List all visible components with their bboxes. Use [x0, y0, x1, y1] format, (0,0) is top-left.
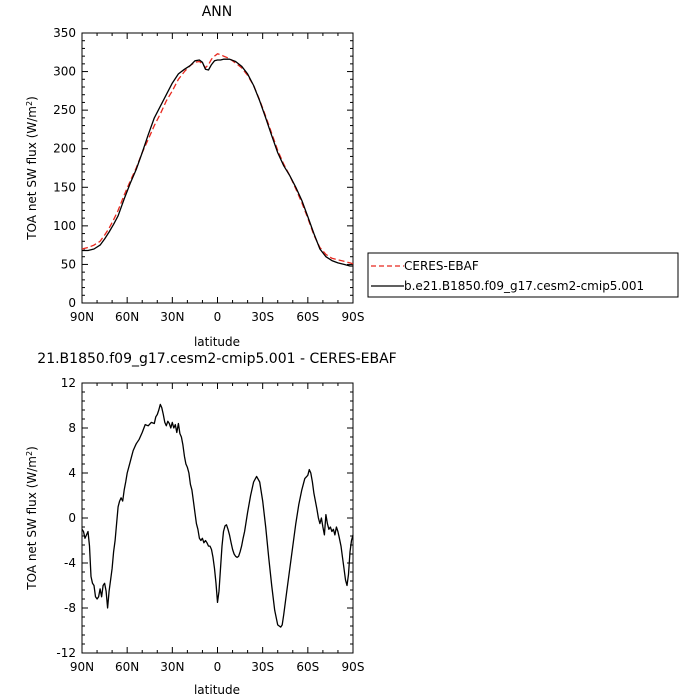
bottom-y-tick-label: 8: [68, 421, 76, 435]
top-series-line-0: [81, 53, 354, 265]
bottom-x-ticks: 90N 60N 30N 0 30S 60S 90S: [70, 383, 365, 674]
top-y-ticks: 0 50 100 150 200 250 300 350: [53, 26, 353, 310]
top-y-tick-label: 150: [53, 180, 76, 194]
top-series-group: [81, 53, 354, 267]
bottom-y-ticks: -12 -8 -4 0 4 8 12: [56, 376, 353, 660]
bottom-x-axis-label: latitude: [194, 683, 240, 697]
legend-box: [367, 252, 679, 298]
top-y-tick-label: 300: [53, 65, 76, 79]
bottom-y-tick-label: 4: [68, 466, 76, 480]
bottom-chart: 21.B1850.f09_g17.cesm2-cmip5.001 - CERES…: [25, 351, 397, 697]
bottom-y-axis-label-sup: 2: [25, 451, 34, 456]
bottom-y-tick-label: -4: [64, 556, 76, 570]
top-x-tick-label: 0: [214, 310, 222, 324]
top-y-axis-label-main: TOA net SW flux (W/m: [25, 106, 39, 241]
bottom-y-axis-label-main: TOA net SW flux (W/m: [25, 456, 39, 591]
bottom-x-tick-label: 90N: [70, 660, 94, 674]
top-y-tick-label: 200: [53, 142, 76, 156]
top-x-axis-label: latitude: [194, 335, 240, 349]
bottom-plot-frame: [81, 382, 354, 654]
bottom-y-tick-label: -8: [64, 601, 76, 615]
bottom-chart-title: 21.B1850.f09_g17.cesm2-cmip5.001 - CERES…: [37, 351, 396, 367]
top-y-tick-label: 50: [61, 257, 76, 271]
bottom-series-line-0: [81, 403, 354, 628]
bottom-x-tick-label: 0: [214, 660, 222, 674]
top-x-tick-label: 90N: [70, 310, 94, 324]
top-y-axis-label-sup: 2: [25, 101, 34, 106]
legend-label-ceres: CERES-EBAF: [404, 259, 479, 273]
top-x-tick-label: 60S: [296, 310, 319, 324]
legend: CERES-EBAF b.e21.B1850.f09_g17.cesm2-cmi…: [367, 252, 679, 298]
bottom-y-tick-label: -12: [56, 646, 76, 660]
bottom-y-axis-label: TOA net SW flux (W/m2): [25, 446, 40, 591]
top-y-tick-label: 350: [53, 26, 76, 40]
legend-label-model: b.e21.B1850.f09_g17.cesm2-cmip5.001: [404, 279, 644, 293]
top-plot-frame: [81, 32, 354, 304]
top-y-axis-label-close: ): [25, 96, 39, 101]
bottom-y-tick-label: 0: [68, 511, 76, 525]
bottom-series-group: [81, 403, 354, 628]
bottom-x-tick-label: 30N: [160, 660, 184, 674]
bottom-x-tick-label: 30S: [251, 660, 274, 674]
top-chart-title: ANN: [202, 4, 233, 20]
top-y-tick-label: 0: [68, 296, 76, 310]
top-y-axis-label: TOA net SW flux (W/m2): [25, 96, 40, 241]
bottom-y-tick-label: 12: [61, 376, 76, 390]
top-chart: ANN 0 50 100 150 200 250 300 350 90N 60N 30N 0 30S 6…: [25, 4, 679, 349]
top-x-ticks: 90N 60N 30N 0 30S 60S 90S: [70, 33, 365, 324]
top-x-tick-label: 60N: [115, 310, 139, 324]
top-x-tick-label: 90S: [342, 310, 365, 324]
bottom-x-tick-label: 60N: [115, 660, 139, 674]
top-series-line-1: [82, 58, 353, 267]
top-x-tick-label: 30S: [251, 310, 274, 324]
bottom-x-tick-label: 60S: [296, 660, 319, 674]
top-y-tick-label: 250: [53, 103, 76, 117]
bottom-y-axis-label-close: ): [25, 446, 39, 451]
bottom-x-tick-label: 90S: [342, 660, 365, 674]
top-y-tick-label: 100: [53, 219, 76, 233]
top-x-tick-label: 30N: [160, 310, 184, 324]
